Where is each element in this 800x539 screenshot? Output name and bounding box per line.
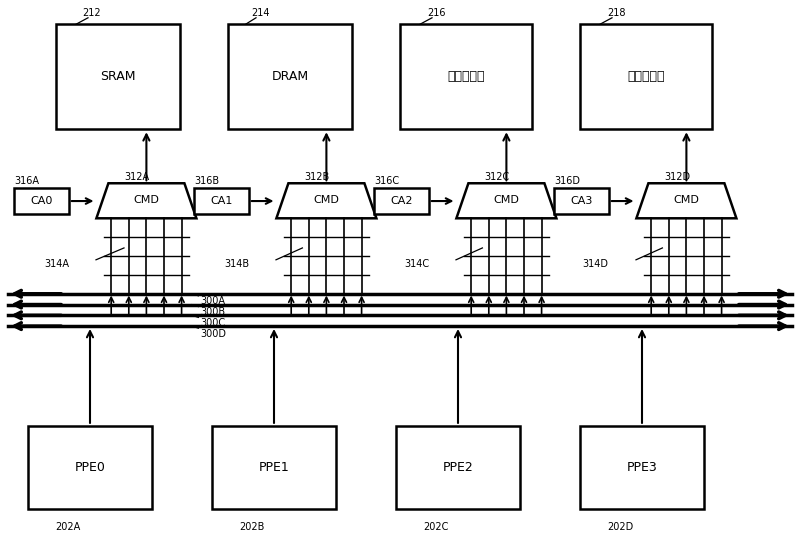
Text: 216: 216 [426, 9, 446, 18]
Text: 202C: 202C [423, 522, 449, 532]
Text: 314C: 314C [404, 259, 429, 269]
Text: 数据流接口: 数据流接口 [627, 70, 665, 84]
Bar [580, 426, 704, 509]
Text: 加解密鉴权: 加解密鉴权 [447, 70, 485, 84]
Text: CA1: CA1 [210, 196, 233, 206]
Text: CA3: CA3 [570, 196, 593, 206]
Text: 312A: 312A [124, 172, 149, 182]
Text: 202D: 202D [607, 522, 633, 532]
Bar [554, 188, 609, 214]
Text: PPE3: PPE3 [626, 461, 658, 474]
Text: CMD: CMD [494, 195, 519, 205]
Text: CMD: CMD [314, 195, 339, 205]
Text: 300A: 300A [200, 296, 225, 307]
Text: DRAM: DRAM [271, 70, 309, 84]
Bar [374, 188, 429, 214]
Bar [228, 24, 352, 129]
Bar [580, 24, 712, 129]
Text: 316B: 316B [194, 176, 219, 185]
Text: 202B: 202B [239, 522, 265, 532]
Bar [396, 426, 520, 509]
Text: 214: 214 [250, 9, 270, 18]
Bar [400, 24, 532, 129]
Text: 300D: 300D [200, 329, 226, 339]
Text: 300C: 300C [200, 318, 225, 328]
Bar [56, 24, 180, 129]
Polygon shape [637, 183, 736, 218]
Text: 218: 218 [606, 9, 626, 18]
Text: 316C: 316C [374, 176, 399, 185]
Bar [194, 188, 249, 214]
Text: 316A: 316A [14, 176, 39, 185]
Bar [28, 426, 152, 509]
Text: 312D: 312D [664, 172, 690, 182]
Bar [212, 426, 336, 509]
Text: PPE2: PPE2 [442, 461, 474, 474]
Polygon shape [456, 183, 557, 218]
Text: PPE0: PPE0 [74, 461, 106, 474]
Text: PPE1: PPE1 [258, 461, 290, 474]
Text: CMD: CMD [134, 195, 159, 205]
Text: SRAM: SRAM [100, 70, 136, 84]
Text: 316D: 316D [554, 176, 581, 185]
Text: 312C: 312C [484, 172, 510, 182]
Text: 312B: 312B [304, 172, 330, 182]
Text: CA2: CA2 [390, 196, 413, 206]
Text: 314B: 314B [224, 259, 249, 269]
Polygon shape [277, 183, 376, 218]
Text: 314A: 314A [44, 259, 69, 269]
Text: CA0: CA0 [30, 196, 53, 206]
Text: 314D: 314D [582, 259, 608, 269]
Polygon shape [96, 183, 197, 218]
Text: 212: 212 [82, 9, 102, 18]
Bar [14, 188, 69, 214]
Text: 202A: 202A [55, 522, 81, 532]
Text: CMD: CMD [674, 195, 699, 205]
Text: 300B: 300B [200, 307, 225, 317]
